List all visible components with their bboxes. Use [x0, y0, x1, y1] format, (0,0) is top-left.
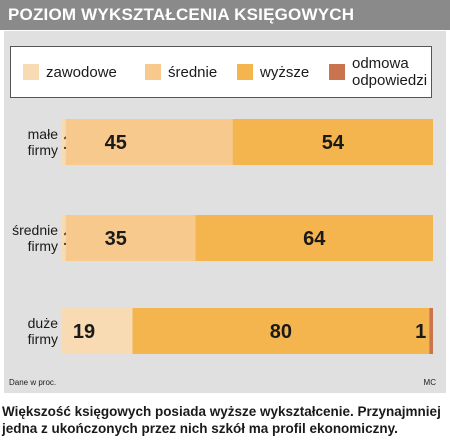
legend: zawodowe średnie wyższe odmowa odpowiedz… — [10, 46, 432, 98]
legend-item-zawodowe: zawodowe — [23, 47, 117, 97]
data-unit-note: Dane w proc. — [9, 378, 57, 387]
bar-srednie-srednie-firmy — [65, 215, 196, 261]
legend-swatch-odmowa — [329, 64, 345, 80]
value-label-wyzsze-male-firmy: 54 — [322, 132, 345, 154]
legend-label-odmowa: odmowa odpowiedzi — [352, 55, 427, 89]
bar-odmowa-duze-firmy — [429, 308, 433, 354]
category-label-duze-firmy: duże firmy — [28, 315, 59, 347]
legend-label-zawodowe: zawodowe — [46, 63, 117, 81]
value-label-odmowa-duze-firmy: 1 — [415, 321, 426, 343]
category-label-srednie-firmy: średnie firmy — [12, 222, 58, 254]
stacked-bar-chart: małefirmy14554średniefirmy13564dużefirmy… — [12, 119, 433, 354]
bar-wyzsze-duze-firmy — [132, 308, 430, 354]
legend-swatch-srednie — [145, 64, 161, 80]
legend-item-srednie: średnie — [145, 47, 217, 97]
legend-swatch-zawodowe — [23, 64, 39, 80]
legend-label-wyzsze: wyższe — [260, 63, 310, 81]
value-label-zawodowe-duze-firmy: 19 — [73, 321, 95, 343]
legend-item-odmowa: odmowa odpowiedzi — [329, 47, 427, 97]
bar-srednie-male-firmy — [65, 119, 233, 165]
legend-swatch-wyzsze — [237, 64, 253, 80]
legend-label-odmowa-line1: odmowa — [352, 55, 409, 72]
bar-wyzsze-male-firmy — [232, 119, 433, 165]
value-label-srednie-srednie-firmy: 35 — [105, 228, 127, 250]
chart-header: POZIOM WYKSZTAŁCENIA KSIĘGOWYCH — [0, 0, 450, 30]
author-initials: MC — [423, 378, 436, 387]
value-label-srednie-male-firmy: 45 — [105, 132, 127, 154]
bar-zawodowe-male-firmy — [62, 119, 66, 165]
bar-zawodowe-srednie-firmy — [62, 215, 66, 261]
bar-wyzsze-srednie-firmy — [195, 215, 433, 261]
legend-label-odmowa-line2: odpowiedzi — [352, 72, 428, 89]
category-label-male-firmy: małe firmy — [28, 126, 59, 158]
value-label-wyzsze-duze-firmy: 80 — [270, 321, 292, 343]
legend-item-wyzsze: wyższe — [237, 47, 309, 97]
bar-zawodowe-duze-firmy — [62, 308, 133, 354]
chart-title: POZIOM WYKSZTAŁCENIA KSIĘGOWYCH — [8, 5, 355, 24]
legend-label-srednie: średnie — [168, 63, 218, 81]
chart-caption: Większość księgowych posiada wyższe wyks… — [2, 404, 441, 436]
value-label-wyzsze-srednie-firmy: 64 — [303, 228, 326, 250]
